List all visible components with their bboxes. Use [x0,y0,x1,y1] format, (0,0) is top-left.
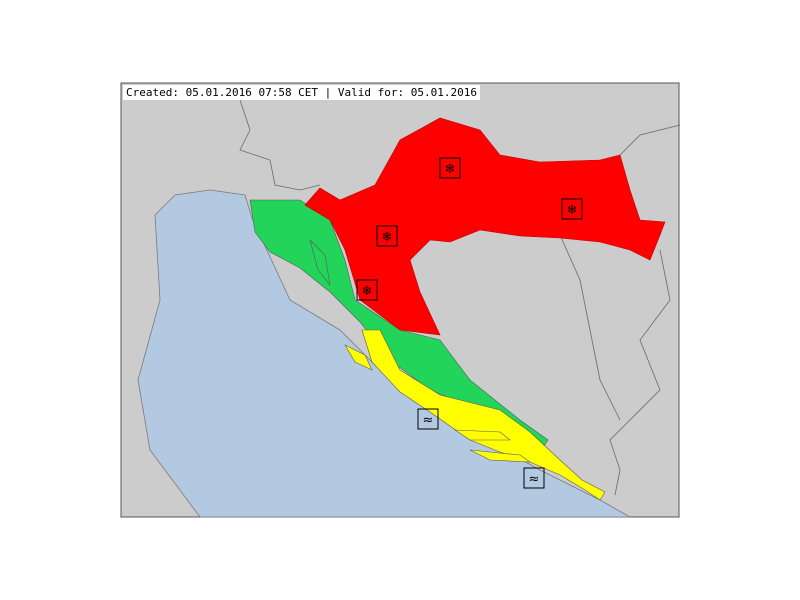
map-caption: Created: 05.01.2016 07:58 CET | Valid fo… [123,85,480,100]
snow-ice-icon: ❄ [439,157,461,179]
wind-icon: ≈ [523,467,545,489]
snow-ice-icon: ❄ [376,225,398,247]
country-borders [559,234,621,421]
svg-text:≈: ≈ [529,472,540,487]
svg-text:❄: ❄ [362,284,373,299]
region-red [304,117,666,336]
country-borders [619,124,681,156]
island-yellow [469,449,532,463]
island-yellow [344,344,373,371]
island-yellow [453,429,511,441]
region-yellow [361,329,606,501]
warning-icons: ❄ ❄ ❄ ❄ ≈ ≈ [356,157,583,489]
country-borders [609,249,671,496]
snow-ice-icon: ❄ [356,279,378,301]
country-borders [239,99,321,191]
island-green [309,238,331,287]
wind-icon: ≈ [417,408,439,430]
svg-text:≈: ≈ [423,413,434,428]
sea [137,189,632,518]
svg-text:❄: ❄ [445,162,456,177]
svg-text:❄: ❄ [567,203,578,218]
snow-ice-icon: ❄ [561,198,583,220]
svg-text:❄: ❄ [382,230,393,245]
